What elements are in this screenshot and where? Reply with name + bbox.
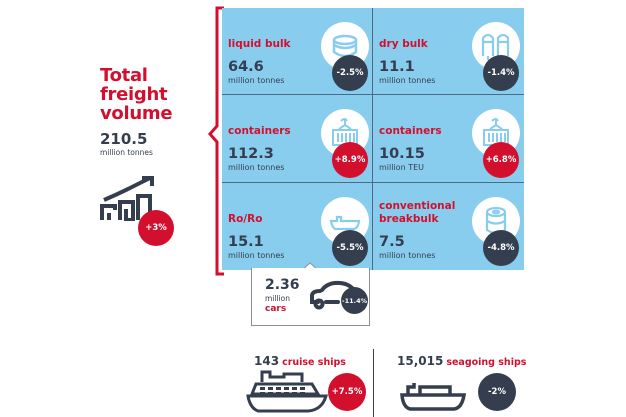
category-value: 64.6 [228,59,264,75]
bracket-connector [208,6,224,276]
category-card-breakbulk: conventional breakbulk 7.5 million tonne… [373,183,524,270]
change-badge: +6.8% [483,142,519,178]
cars-label: cars [265,304,287,314]
category-unit: million tonnes [228,163,285,172]
seagoing-title: 15,015 seagoing ships [397,350,526,369]
cruise-ship-icon [246,370,328,413]
section-divider [373,349,374,417]
category-card-liquid-bulk: liquid bulk 64.6 million tonnes -2.5% [222,8,373,95]
category-card-containers-tonnes: containers 112.3 million tonnes +8.9% [222,95,373,183]
category-label: Ro/Ro [228,213,263,225]
growth-chart-icon [100,176,154,221]
change-badge: -1.4% [483,55,519,91]
change-badge: -11.4% [341,287,368,314]
total-change-badge: +3% [138,210,174,246]
category-card-containers-teu: containers 10.15 million TEU +6.8% [373,95,524,183]
change-badge: -4.8% [483,230,519,266]
total-title-line: volume [100,103,173,124]
cruise-title: 143 cruise ships [254,350,346,369]
category-label: liquid bulk [228,38,291,50]
cars-callout: 2.36 million cars -11.4% [251,268,370,326]
category-label: dry bulk [379,38,428,50]
seagoing-label: seagoing ships [446,357,527,368]
category-value: 15.1 [228,234,264,250]
change-badge: -5.5% [332,230,368,266]
category-unit: million tonnes [228,76,285,85]
category-unit: million tonnes [379,76,436,85]
cargo-ship-icon [400,383,466,411]
seagoing-ships-section: 15,015 seagoing ships -2% [382,340,542,417]
category-card-roro: Ro/Ro 15.1 million tonnes -5.5% [222,183,373,270]
category-value: 7.5 [379,234,405,250]
total-title: Total freight volume [100,66,210,123]
cruise-ships-section: 143 cruise ships +7.5% [240,340,380,417]
change-badge: +8.9% [332,142,368,178]
roro-ship-icon [329,215,361,231]
seagoing-value: 15,015 [397,354,444,368]
total-title-line: Total [100,65,148,86]
category-unit: million TEU [379,163,424,172]
total-freight-section: Total freight volume 210.5 million tonne… [100,66,210,157]
cruise-value: 143 [254,354,280,368]
category-card-dry-bulk: dry bulk 11.1 million tonnes -1.4% [373,8,524,95]
category-unit: million tonnes [379,251,436,260]
category-grid: liquid bulk 64.6 million tonnes -2.5% dr… [222,8,524,270]
category-label: containers [379,125,442,137]
total-title-line: freight [100,84,168,105]
category-label: conventional breakbulk [379,200,456,225]
category-label: containers [228,125,291,137]
category-value: 112.3 [228,146,274,162]
category-unit: million tonnes [228,251,285,260]
category-value: 11.1 [379,59,415,75]
category-value: 10.15 [379,146,425,162]
cars-unit: million [265,294,290,303]
total-value: 210.5 [100,130,148,148]
container-crane-icon [483,118,509,146]
cars-value: 2.36 [265,277,300,293]
total-unit: million tonnes [100,148,153,157]
change-badge: -2.5% [332,55,368,91]
change-badge: -2% [478,373,516,411]
cruise-label: cruise ships [282,357,346,368]
change-badge: +7.5% [328,373,366,411]
